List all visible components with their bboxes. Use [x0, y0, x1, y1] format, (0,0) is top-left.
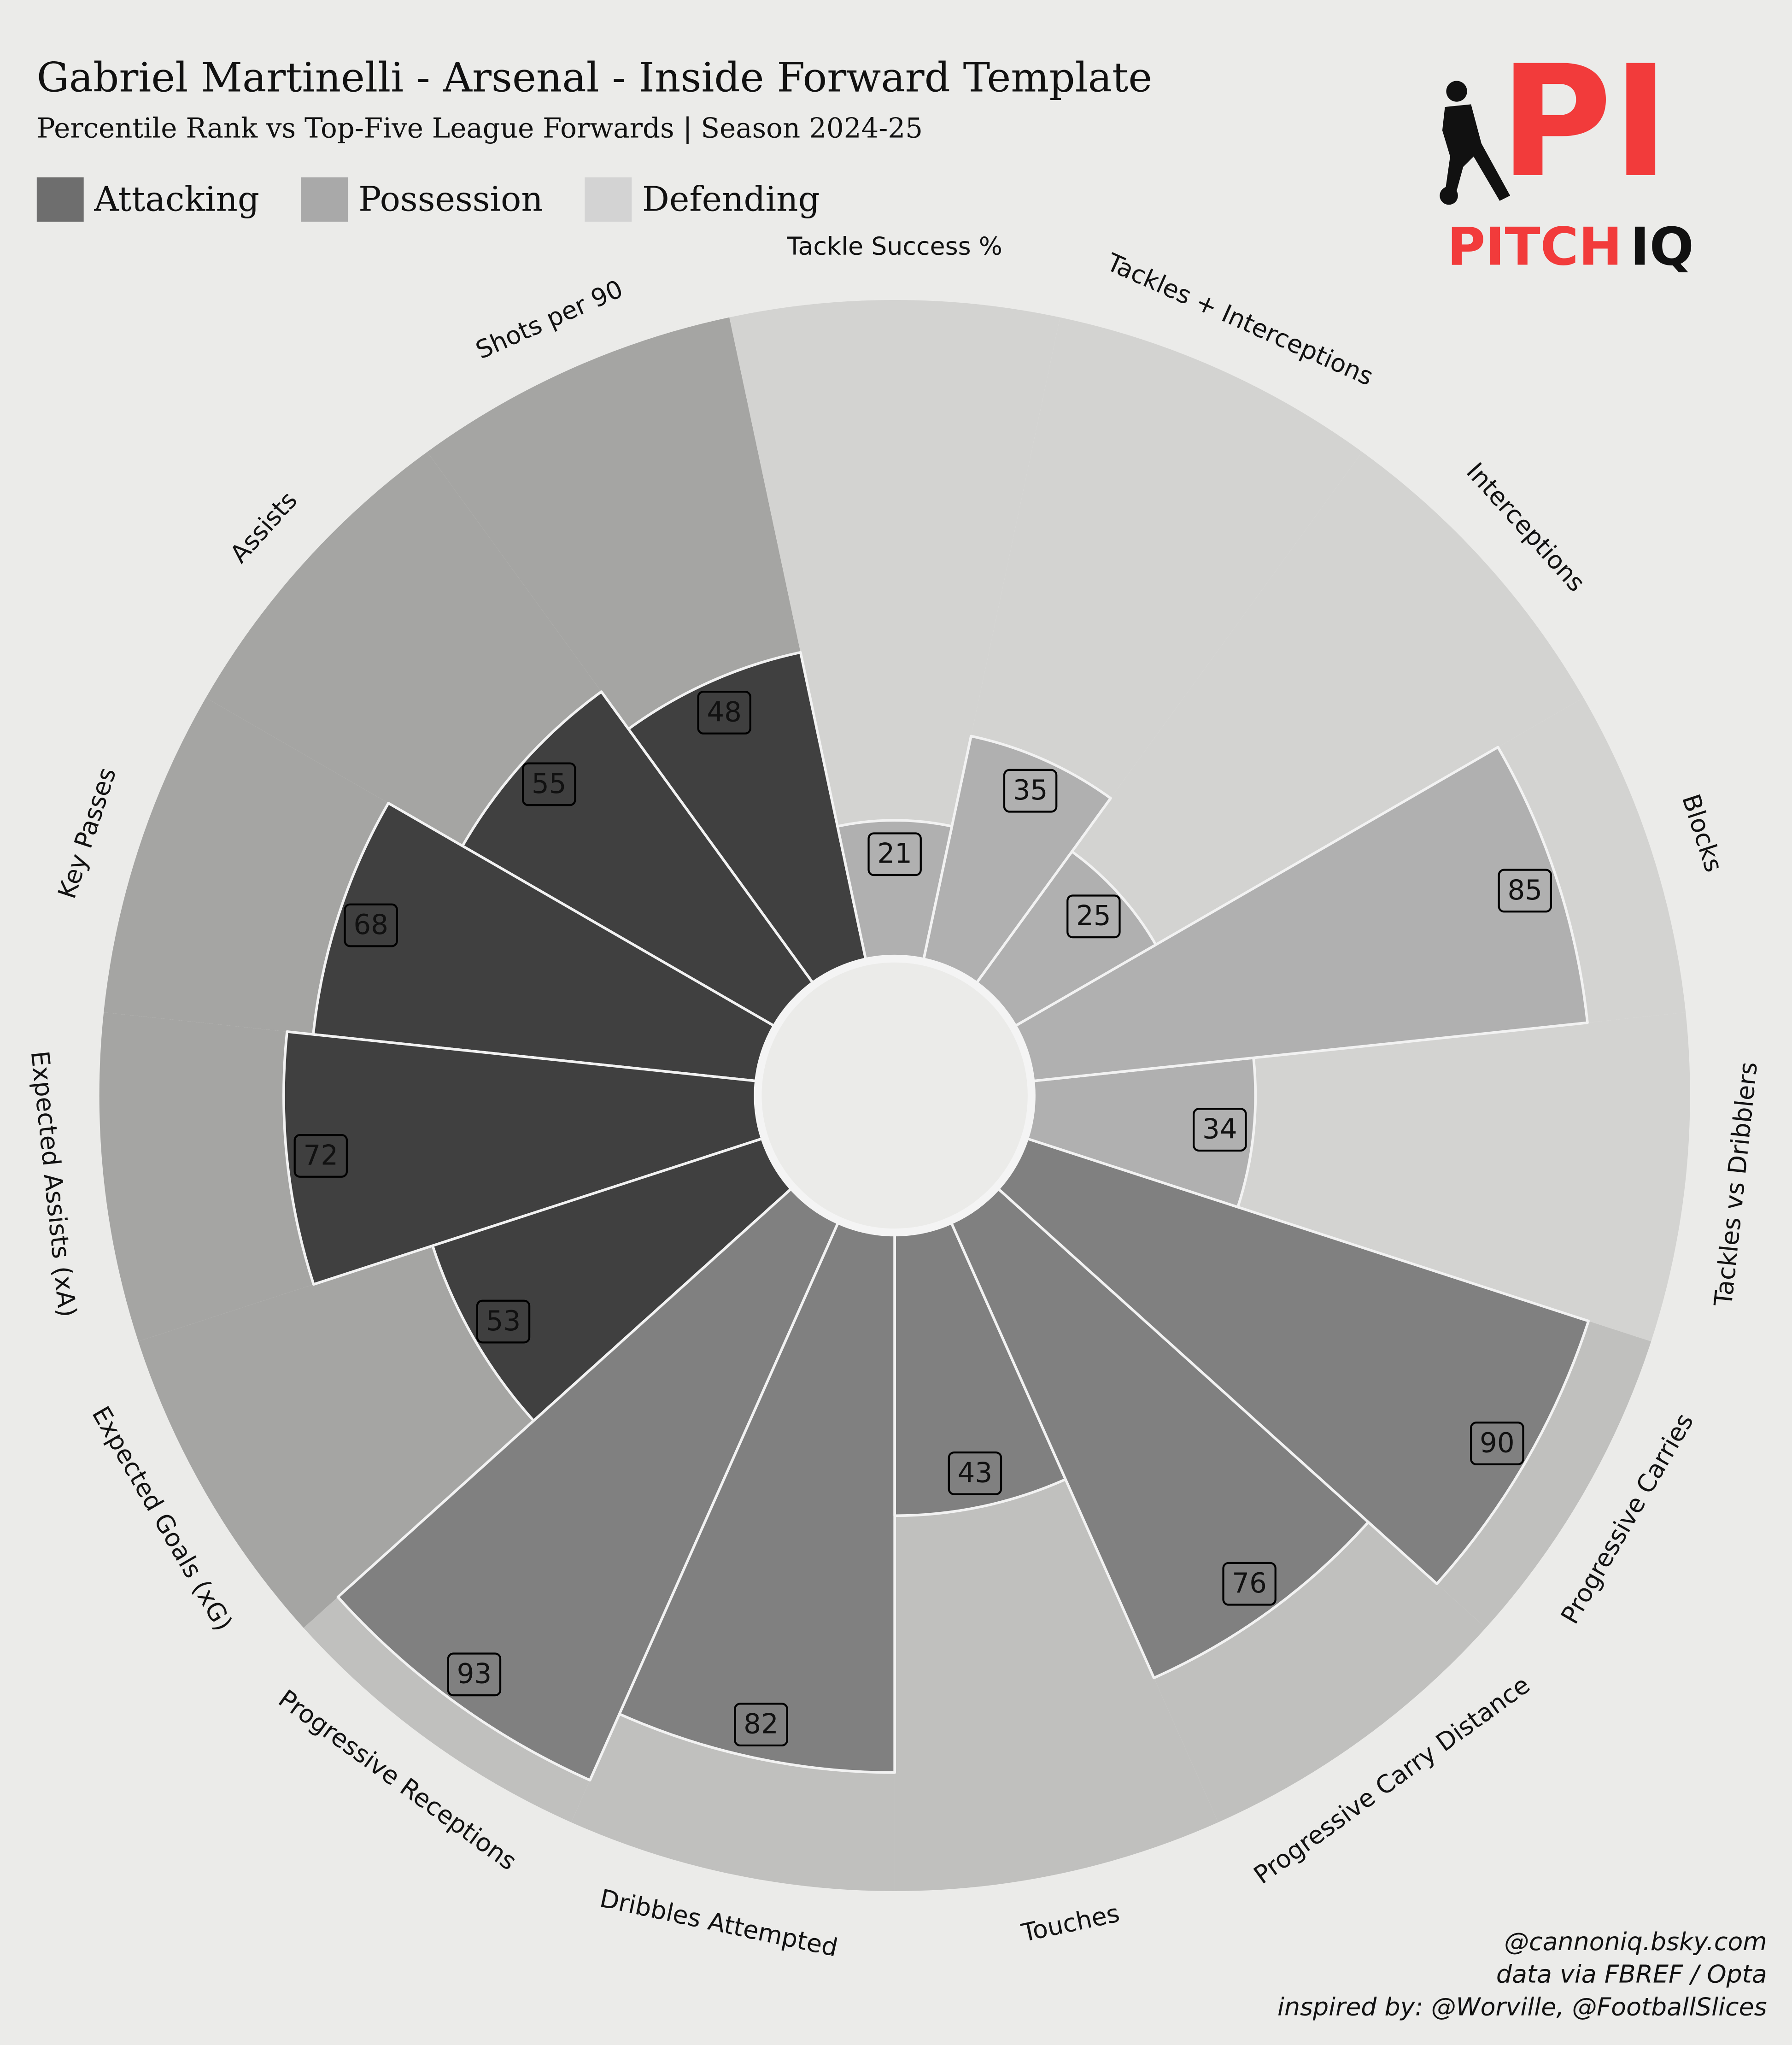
legend-label: Defending	[642, 180, 820, 219]
value-box	[948, 1451, 1002, 1495]
credit: inspired by: @Worville, @FootballSlices	[1277, 1992, 1767, 2021]
value-box	[1193, 1108, 1247, 1152]
slice-background	[729, 300, 1060, 1096]
logo-word: PITCH	[1447, 217, 1622, 277]
legend-swatch	[301, 177, 348, 222]
value-box	[293, 1134, 348, 1178]
value-box	[867, 832, 922, 876]
value-label: 55	[532, 768, 567, 800]
logo-player	[1440, 81, 1511, 205]
value-label: 90	[1480, 1427, 1515, 1459]
value-label: 85	[1507, 875, 1542, 906]
value-label: 43	[958, 1457, 993, 1489]
bar	[282, 1030, 896, 1286]
value-label: 68	[353, 909, 388, 941]
value-box	[447, 1652, 502, 1697]
logo: PI PITCH IQ	[1440, 32, 1694, 277]
bar	[336, 1094, 896, 1782]
bar	[431, 1094, 896, 1422]
bar	[893, 746, 1589, 1097]
value-box	[476, 1299, 531, 1344]
value-label: 82	[744, 1709, 779, 1740]
legend-label: Possession	[358, 180, 543, 219]
value-label: 25	[1076, 900, 1111, 932]
value-label: 35	[1013, 775, 1048, 806]
value-box	[1066, 894, 1121, 939]
chart-subtitle: Percentile Rank vs Top-Five League Forwa…	[37, 113, 923, 145]
value-label: 53	[486, 1305, 521, 1337]
legend-label: Attacking	[94, 180, 259, 219]
logo-mark: PI	[1499, 32, 1669, 212]
category-label: Tackle Success %	[787, 231, 1002, 260]
legend-swatch	[585, 177, 632, 222]
chart-title: Gabriel Martinelli - Arsenal - Inside Fo…	[37, 54, 1152, 101]
value-box	[1498, 869, 1552, 913]
value-box	[1222, 1562, 1277, 1606]
legend-swatch	[36, 177, 84, 222]
credit: data via FBREF / Opta	[1496, 1960, 1767, 1989]
value-box	[1470, 1422, 1524, 1465]
value-box	[522, 762, 576, 806]
value-label: 76	[1232, 1568, 1267, 1599]
bar	[893, 1094, 1370, 1680]
value-box	[734, 1703, 788, 1747]
bar	[618, 1094, 896, 1774]
bar	[893, 1094, 1590, 1585]
bar	[312, 802, 896, 1097]
wedges	[99, 300, 1690, 1892]
value-label: 48	[707, 696, 742, 728]
value-label: 72	[304, 1140, 339, 1171]
value-label: 93	[457, 1658, 492, 1690]
logo-word: IQ	[1630, 217, 1693, 277]
value-label: 21	[877, 838, 912, 870]
credits: @cannoniq.bsky.com data via FBREF / Opta…	[1277, 1927, 1767, 2021]
value-box	[1003, 769, 1058, 813]
value-box	[697, 691, 751, 735]
credit: @cannoniq.bsky.com	[1504, 1927, 1767, 1956]
value-box	[344, 903, 398, 947]
value-label: 34	[1202, 1114, 1237, 1146]
center-hole	[754, 954, 1036, 1237]
